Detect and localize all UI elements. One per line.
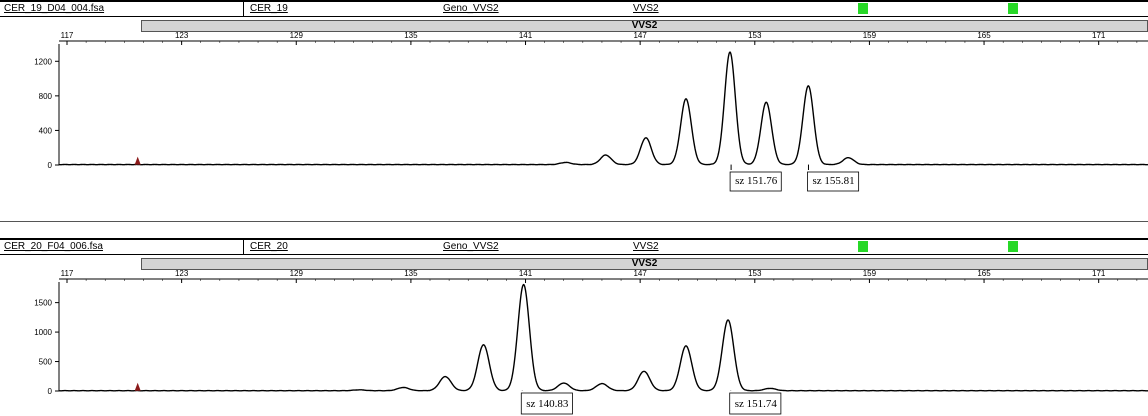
y-tick-label: 1500	[34, 299, 52, 308]
x-tick-label: 129	[290, 269, 304, 278]
electropherogram-chart: 117 123 129 135 141 147 153 159 165 171 0 500 1000 15…	[34, 269, 1148, 415]
x-tick-label: 153	[748, 269, 762, 278]
y-tick-label: 800	[39, 92, 53, 101]
green-marker-icon[interactable]	[858, 3, 868, 14]
x-tick-label: 165	[977, 31, 991, 40]
geno-label: Geno_VVS2	[443, 241, 499, 252]
x-tick-label: 147	[633, 269, 647, 278]
x-tick-label: 141	[519, 31, 533, 40]
x-tick-label: 135	[404, 269, 418, 278]
peak-annotation[interactable]: sz 140.83	[520, 390, 573, 415]
x-tick-label: 123	[175, 31, 189, 40]
peak-annotation-box	[729, 171, 782, 192]
filename-label[interactable]: CER_20_F04_006.fsa	[4, 241, 103, 252]
x-tick-label: 159	[863, 269, 877, 278]
marker-label: VVS2	[633, 3, 659, 14]
green-marker-icon[interactable]	[1008, 3, 1018, 14]
sample-label: CER_19	[250, 3, 288, 14]
x-tick-label: 147	[633, 31, 647, 40]
sample-label: CER_20	[250, 241, 288, 252]
electropherogram-panel-2: CER_20_F04_006.fsa CER_20 Geno_VVS2 VVS2…	[0, 238, 1148, 416]
electropherogram-panel-1: CER_19_D04_004.fsa CER_19 Geno_VVS2 VVS2…	[0, 0, 1148, 192]
size-marker-triangle	[134, 382, 141, 391]
bin-label: VVS2	[631, 20, 658, 31]
peak-annotation-label: sz 151.76	[735, 175, 778, 187]
x-tick-label: 117	[61, 269, 74, 278]
x-tick-label: 165	[977, 269, 991, 278]
x-tick-label: 171	[1092, 31, 1106, 40]
filename-label[interactable]: CER_19_D04_004.fsa	[4, 3, 105, 14]
peak-annotation-box	[729, 392, 782, 415]
bin-label: VVS2	[631, 258, 658, 269]
y-tick-label: 1200	[34, 57, 52, 66]
y-tick-label: 400	[39, 126, 53, 135]
x-tick-label: 159	[863, 31, 877, 40]
x-tick-label: 135	[404, 31, 418, 40]
peak-annotation-label: sz 151.74	[735, 398, 778, 410]
x-tick-label: 171	[1092, 269, 1106, 278]
peak-annotation-label: sz 140.83	[526, 398, 569, 410]
marker-label: VVS2	[633, 241, 659, 252]
x-tick-label: 129	[290, 31, 304, 40]
panel-header: CER_19_D04_004.fsa CER_19 Geno_VVS2 VVS2	[0, 0, 1148, 17]
trace-line	[58, 283, 1148, 392]
green-marker-icon[interactable]	[1008, 241, 1018, 252]
x-tick-label: 123	[175, 269, 189, 278]
peak-annotation[interactable]: sz 151.74	[729, 390, 782, 415]
peak-annotation-box	[807, 171, 860, 192]
x-tick-label: 153	[748, 31, 762, 40]
electropherogram-chart: 117 123 129 135 141 147 153 159 165 171 0 400 800 120…	[34, 31, 1148, 192]
panel-divider	[0, 221, 1148, 222]
peak-annotation-box	[520, 392, 573, 415]
peak-annotation-label: sz 155.81	[812, 175, 854, 187]
geno-label: Geno_VVS2	[443, 3, 499, 14]
size-marker-triangle	[134, 156, 141, 165]
y-tick-label: 1000	[34, 328, 52, 337]
green-marker-icon[interactable]	[858, 241, 868, 252]
y-tick-label: 0	[48, 387, 53, 396]
bin-bar[interactable]: VVS2	[141, 258, 1148, 270]
peak-annotation[interactable]: sz 155.81	[807, 164, 860, 192]
y-tick-label: 0	[48, 161, 53, 170]
x-tick-label: 117	[61, 31, 74, 40]
trace-line	[58, 51, 1148, 166]
peak-annotation[interactable]: sz 151.76	[729, 164, 782, 192]
y-tick-label: 500	[39, 358, 53, 367]
panel-header: CER_20_F04_006.fsa CER_20 Geno_VVS2 VVS2	[0, 238, 1148, 255]
x-tick-label: 141	[519, 269, 533, 278]
